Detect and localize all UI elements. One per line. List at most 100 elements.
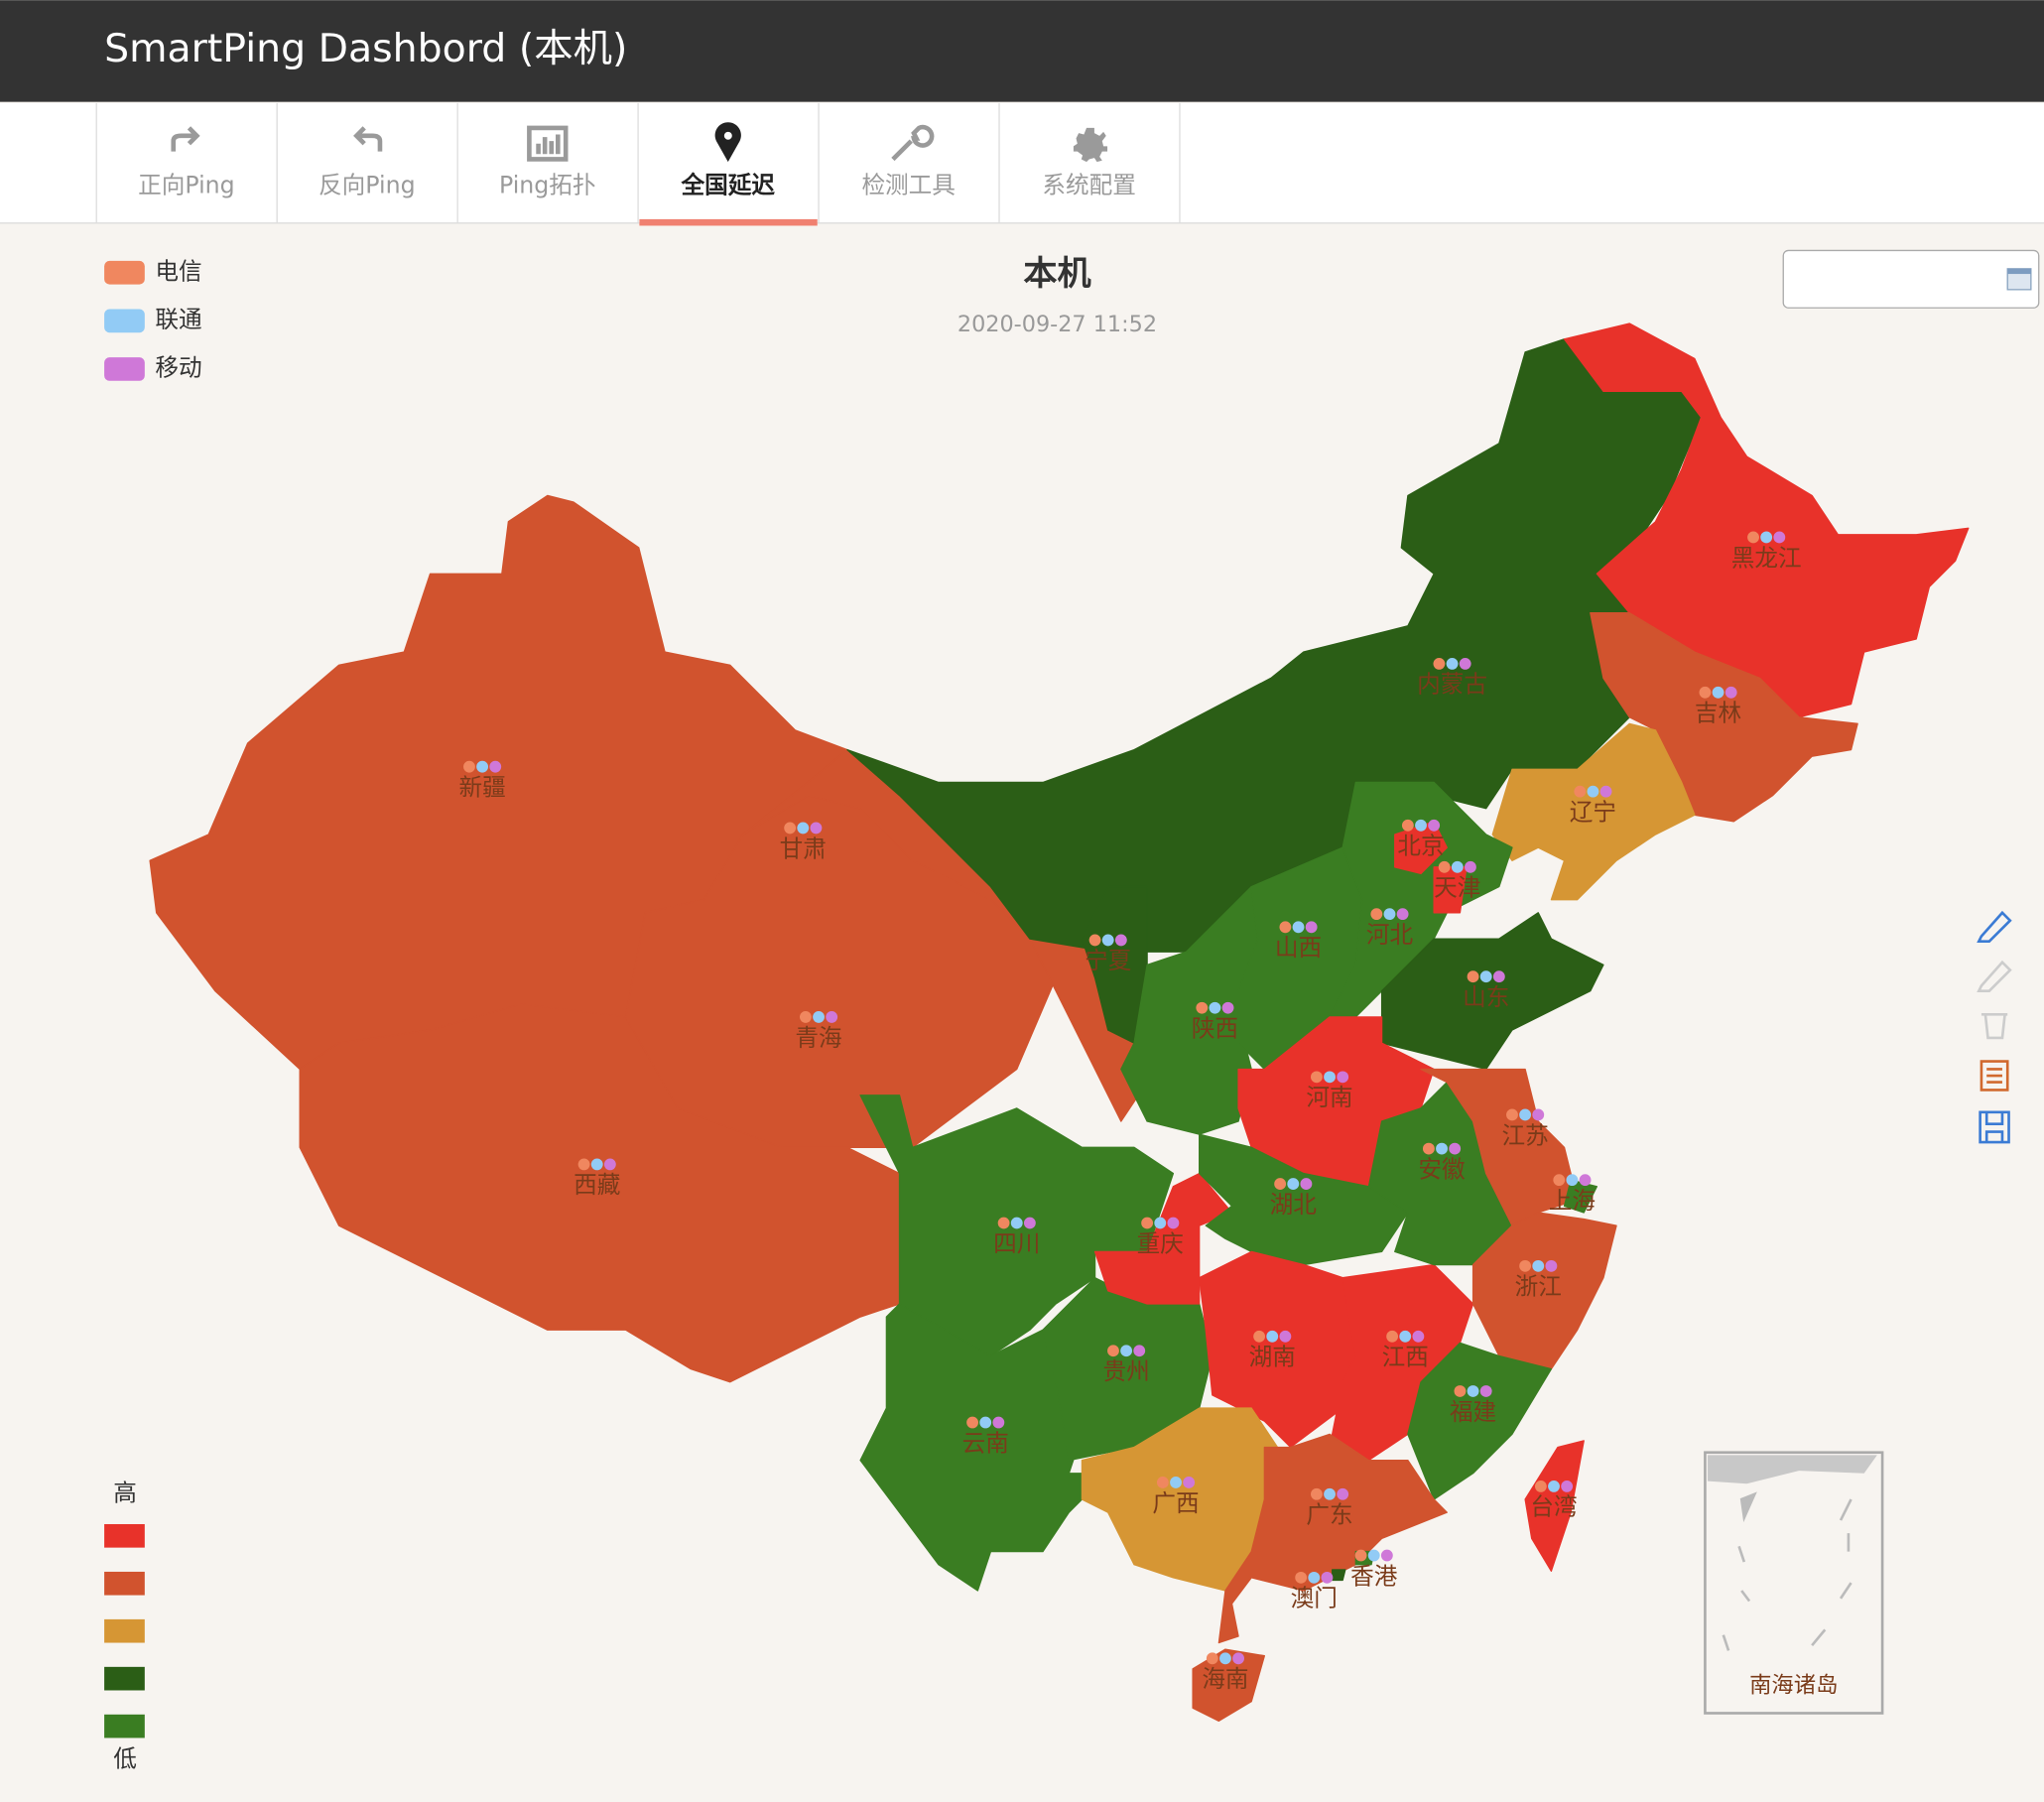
carrier-dot [1324,1487,1336,1500]
province-label[interactable]: 内蒙古 [1417,671,1487,699]
province-label[interactable]: 陕西 [1192,1015,1238,1043]
carrier-dot [1253,1330,1266,1343]
inset-islands [1722,1491,1852,1651]
carrier-dot [1321,1571,1334,1584]
province[interactable] [1420,1068,1579,1226]
nav-tab[interactable]: 正向Ping [95,102,235,223]
province[interactable] [1491,722,1696,901]
legend-label[interactable]: 移动 [155,353,201,381]
date-input[interactable] [1782,249,2040,309]
carrier-dot [1401,819,1414,832]
carrier-dot [1465,860,1476,873]
tool-save[interactable] [1979,1110,2010,1144]
toolbox [1977,910,2012,1144]
tool-draw[interactable] [1977,910,2012,944]
province-label[interactable]: 云南 [962,1429,1009,1457]
province-label[interactable]: 西藏 [574,1171,620,1199]
province-label[interactable]: 福建 [1450,1398,1496,1426]
province-label[interactable]: 黑龙江 [1731,544,1802,572]
visual-map-piece[interactable] [104,1523,145,1548]
province[interactable] [1471,1212,1617,1370]
tool-clear[interactable] [1980,1012,2008,1040]
legend-label[interactable]: 联通 [155,306,201,333]
carrier-dot [1120,1345,1133,1357]
province-label[interactable]: 甘肃 [780,835,827,862]
nav-tab[interactable]: 系统配置 [998,102,1181,223]
province-label[interactable]: 新疆 [458,774,505,802]
carrier-dot [797,822,810,835]
carrier-dot [1699,686,1712,699]
province-label[interactable]: 辽宁 [1570,798,1616,826]
province[interactable] [1329,781,1513,1018]
province-label[interactable]: 青海 [795,1024,841,1052]
legend-swatch[interactable] [104,260,145,285]
map-subtitle: 2020-09-27 11:52 [958,312,1157,337]
province[interactable] [1563,322,1970,718]
province-label[interactable]: 广西 [1152,1489,1199,1517]
province-label[interactable]: 江苏 [1501,1121,1548,1149]
carrier-dot [966,1416,978,1429]
province-label[interactable]: 四川 [993,1229,1040,1257]
carrier-dot [1010,1217,1023,1229]
province-label[interactable]: 北京 [1397,833,1444,860]
province-label[interactable]: 河北 [1366,921,1413,949]
province-label[interactable]: 海南 [1202,1665,1248,1693]
nav-tab[interactable]: 反向Ping [276,102,416,223]
carrier-dot [1773,531,1786,544]
visual-map-piece[interactable] [104,1714,145,1738]
province-label[interactable]: 上海 [1549,1187,1596,1215]
carrier-dot [1492,970,1505,983]
province-label[interactable]: 江西 [1382,1344,1429,1371]
tab-label: 系统配置 [1042,172,1136,199]
province-label[interactable]: 山西 [1275,934,1322,962]
province-label[interactable]: 吉林 [1695,700,1741,727]
carrier-dot [1156,1477,1169,1488]
carrier-dot [1534,1480,1547,1492]
province-label[interactable]: 安徽 [1418,1155,1466,1183]
visual-map-piece[interactable] [104,1666,145,1691]
legend-label[interactable]: 电信 [155,257,201,285]
province-label[interactable]: 宁夏 [1085,947,1131,974]
province[interactable] [1394,821,1448,875]
carrier-dot [1479,970,1492,983]
visual-map-piece[interactable] [104,1571,145,1596]
province-label[interactable]: 浙江 [1515,1273,1562,1301]
carrier-dot [1370,908,1383,921]
legend-swatch[interactable] [104,309,145,333]
tab-label: 检测工具 [861,172,956,199]
carrier-dot [826,1011,838,1023]
calendar-icon[interactable] [2006,268,2032,291]
visual-map-piece[interactable] [104,1618,145,1643]
tool-draw-off[interactable] [1977,960,2012,992]
province-label[interactable]: 台湾 [1530,1493,1577,1521]
province[interactable] [1380,912,1604,1071]
province-label[interactable]: 贵州 [1102,1357,1149,1385]
province-label[interactable]: 香港 [1350,1562,1398,1590]
nav-tab[interactable]: Ping拓扑 [456,102,596,223]
province-label[interactable]: 天津 [1434,874,1480,902]
province[interactable] [1081,885,1148,1044]
tab-icon [1073,127,1108,163]
carrier-dot [1154,1217,1167,1229]
tool-data-view[interactable] [1980,1060,2009,1092]
province[interactable] [299,1003,901,1383]
province[interactable] [1407,1342,1553,1500]
carrier-dot [1308,1571,1321,1584]
province-label[interactable]: 广东 [1306,1501,1352,1529]
province[interactable] [1590,611,1858,823]
nav-tab[interactable]: 检测工具 [818,102,956,223]
province-label[interactable]: 澳门 [1291,1585,1338,1612]
province[interactable] [1192,1648,1266,1723]
province-label[interactable]: 河南 [1306,1084,1352,1111]
province[interactable] [1524,1440,1585,1572]
nav-tab[interactable]: 全国延迟 [637,102,818,226]
province-label[interactable]: 湖北 [1270,1191,1317,1219]
province-label[interactable]: 重庆 [1137,1229,1184,1257]
carrier-dot [979,1416,992,1429]
province[interactable] [1332,1569,1346,1582]
province-label[interactable]: 山东 [1463,983,1509,1011]
carrier-dot [1209,1001,1221,1014]
legend-swatch[interactable] [104,357,145,381]
province-label[interactable]: 湖南 [1249,1344,1296,1371]
